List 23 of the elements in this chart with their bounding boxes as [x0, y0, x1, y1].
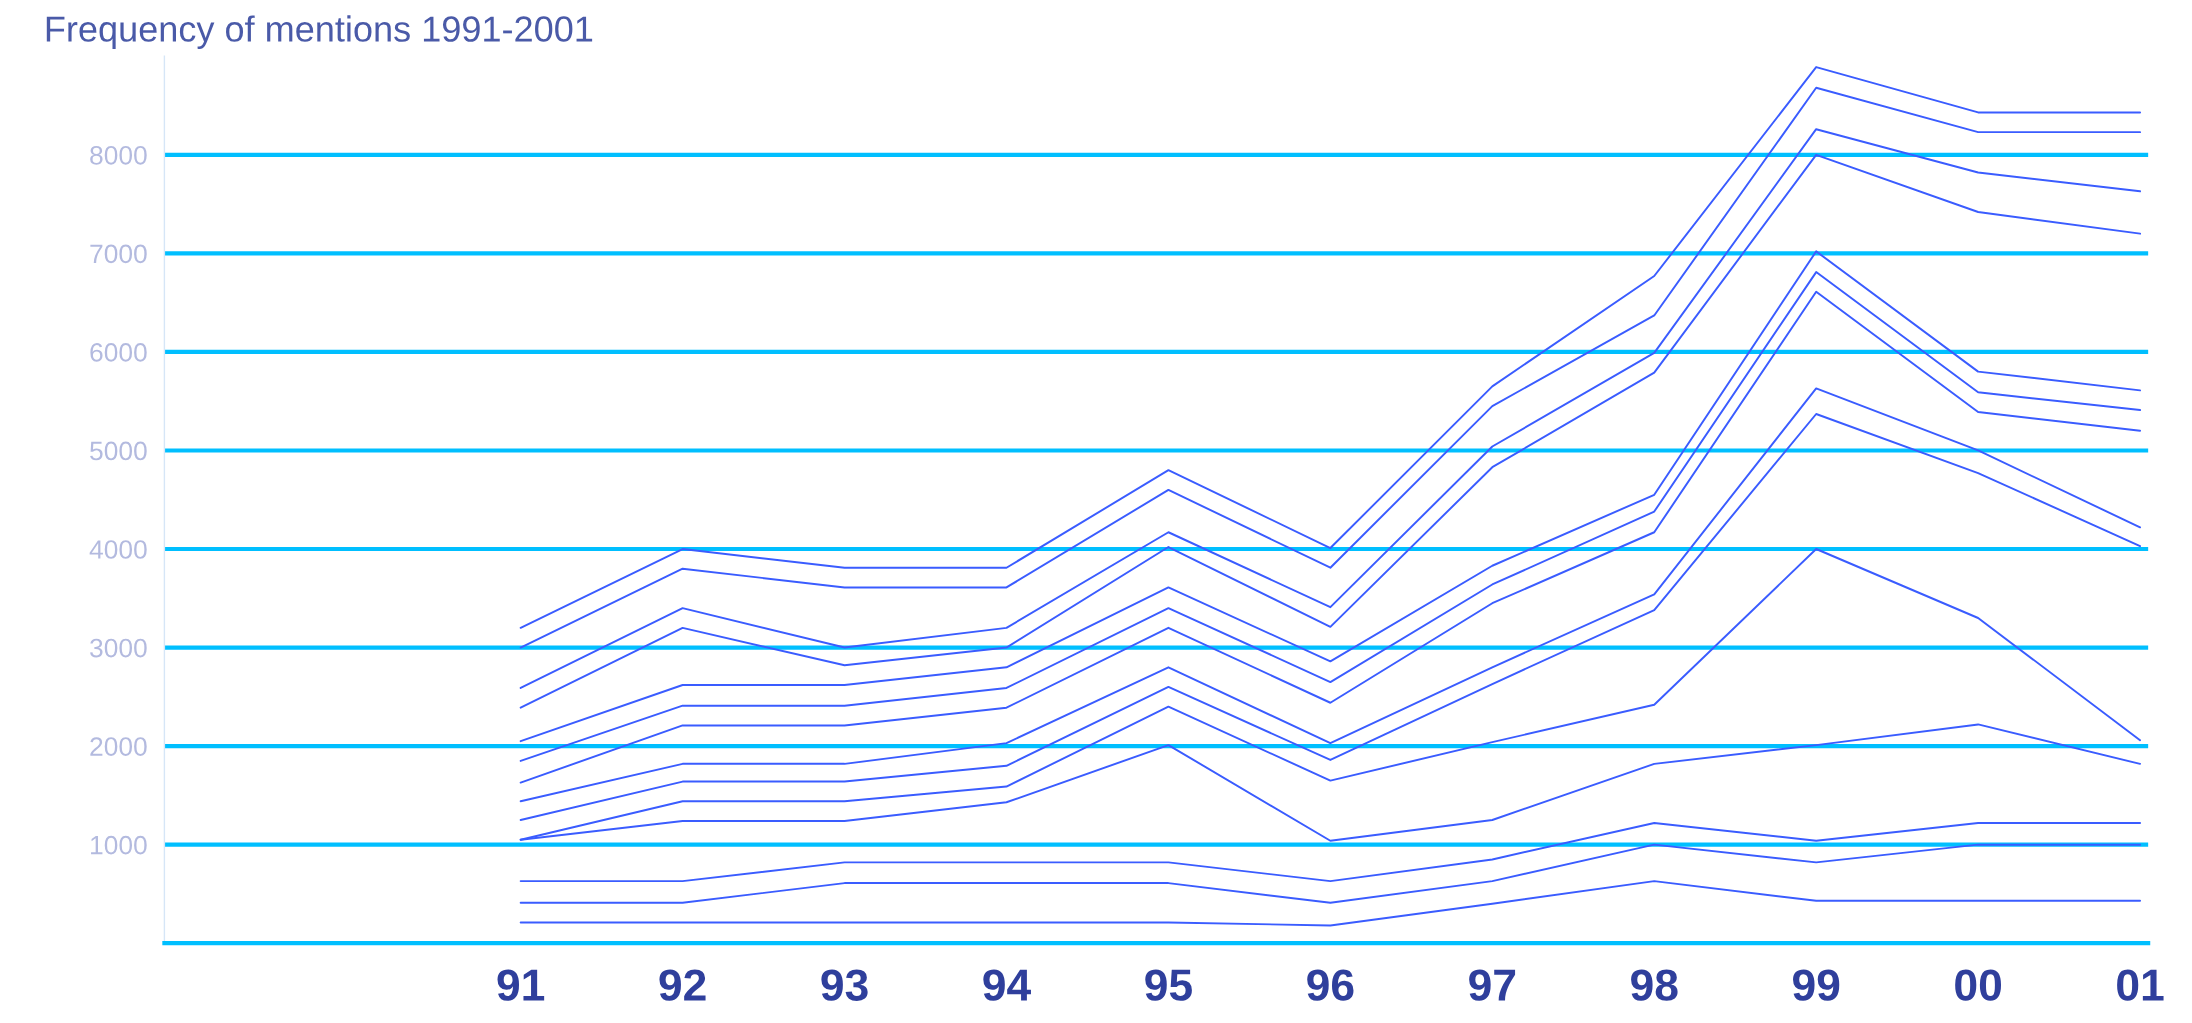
y-tick-label: 5000 [90, 441, 147, 461]
y-tick-label: 3000 [90, 638, 147, 658]
y-tick-label: 6000 [90, 343, 147, 362]
chart-title: Frequency of mentions 1991-2001 [46, 15, 593, 50]
x-tick-label: 99 [1793, 969, 1840, 1001]
x-tick-label: 96 [1307, 969, 1354, 1001]
y-tick-label: 4000 [89, 540, 147, 559]
x-tick-label: 94 [983, 969, 1031, 1001]
y-tick-label: 1000 [91, 835, 147, 855]
x-tick-label: 01 [2117, 969, 2164, 1001]
line-series [519, 843, 2142, 904]
x-tick-label: 91 [497, 969, 545, 1001]
line-series [519, 822, 2142, 883]
y-tick-label: 8000 [90, 145, 147, 165]
x-tick-label: 97 [1469, 969, 1516, 1001]
x-tick-label: 93 [821, 969, 868, 1001]
x-tick-label: 95 [1145, 969, 1192, 1001]
y-tick-label: 7000 [90, 244, 147, 264]
x-tick-label: 98 [1631, 969, 1678, 1001]
y-tick-label: 2000 [90, 737, 147, 756]
x-tick-label: 92 [659, 969, 706, 1001]
line-series [519, 880, 2142, 927]
x-tick-label: 00 [1955, 969, 2002, 1001]
